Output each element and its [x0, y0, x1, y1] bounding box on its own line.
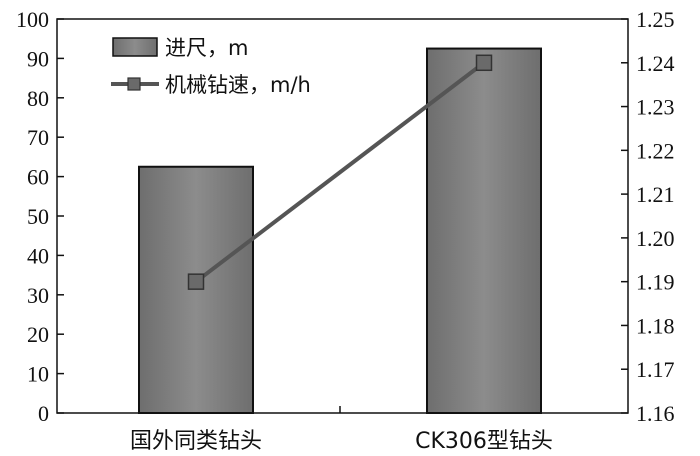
legend-bar-label: 进尺，m — [165, 36, 248, 60]
right-tick-label: 1.16 — [636, 401, 675, 426]
left-tick-label: 80 — [27, 86, 49, 111]
left-tick-label: 90 — [27, 46, 49, 71]
right-tick-label: 1.19 — [636, 270, 675, 295]
right-tick-label: 1.24 — [636, 51, 675, 76]
right-tick-label: 1.23 — [636, 95, 675, 120]
right-tick-label: 1.17 — [636, 357, 675, 382]
left-axis: 0 10 20 30 40 50 60 70 80 90 100 — [16, 7, 64, 426]
left-tick-label: 40 — [27, 243, 49, 268]
left-tick-label: 10 — [27, 362, 49, 387]
bar — [426, 47, 542, 415]
right-axis: 1.16 1.17 1.18 1.19 1.20 1.21 1.22 1.23 1.24 1.25 — [621, 7, 675, 426]
legend-bar-swatch — [112, 37, 158, 57]
left-tick-label: 30 — [27, 283, 49, 308]
line-series — [187, 54, 493, 290]
legend-line-label: 机械钻速，m/h — [165, 73, 311, 97]
left-tick-label: 20 — [27, 322, 49, 347]
right-tick-label: 1.21 — [636, 182, 675, 207]
legend-line-marker — [127, 77, 141, 91]
x-axis: 国外同类钻头 CK306型钻头 — [130, 406, 553, 454]
line-point — [187, 273, 205, 290]
series-line — [194, 61, 486, 284]
right-tick-label: 1.22 — [636, 138, 675, 163]
right-tick-label: 1.25 — [636, 7, 675, 32]
left-tick-label: 60 — [27, 165, 49, 190]
left-tick-label: 70 — [27, 125, 49, 150]
right-tick-label: 1.20 — [636, 226, 675, 251]
line-point — [475, 54, 493, 72]
x-tick-label: CK306型钻头 — [415, 429, 553, 454]
legend: 进尺，m 机械钻速，m/h — [111, 36, 311, 97]
left-tick-label: 0 — [38, 401, 49, 426]
bar-series — [138, 47, 542, 415]
left-tick-label: 50 — [27, 204, 49, 229]
right-tick-label: 1.18 — [636, 313, 675, 338]
x-tick-label: 国外同类钻头 — [130, 429, 262, 454]
left-tick-label: 100 — [16, 7, 49, 32]
